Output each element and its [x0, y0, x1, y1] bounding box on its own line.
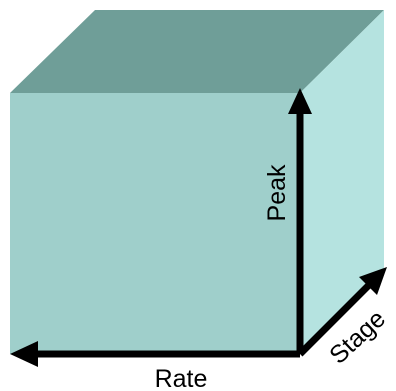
peak-axis-arrow — [288, 88, 312, 354]
cube-front-face — [10, 93, 300, 354]
stage-axis-arrow — [297, 267, 387, 357]
cube-side-face — [300, 10, 384, 354]
peak-label: Peak — [263, 164, 291, 221]
rate-axis-arrow — [10, 341, 300, 367]
rate-label: Rate — [155, 365, 208, 391]
cube-top-face — [10, 10, 384, 93]
